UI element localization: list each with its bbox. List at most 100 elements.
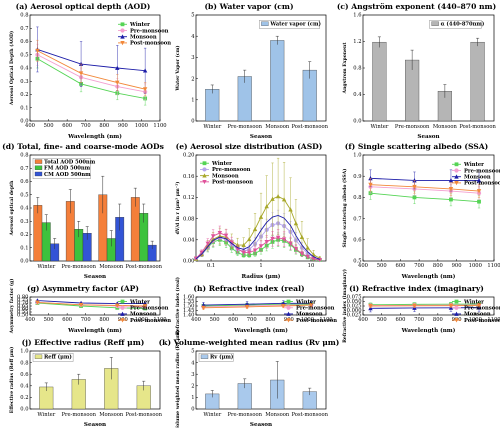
legend-label: Post-monsoon bbox=[212, 180, 253, 186]
legend-label: Winter bbox=[129, 22, 150, 28]
y-tick-label: 0 bbox=[191, 407, 194, 413]
x-tick-label: 500 bbox=[44, 123, 54, 129]
data-point bbox=[270, 196, 275, 201]
panel-title-g: (g) Asymmetry factor (AP) bbox=[27, 284, 139, 293]
y-tick-label: 0.1 bbox=[20, 245, 28, 251]
legend-marker bbox=[120, 28, 125, 33]
x-tick-label: 800 bbox=[99, 317, 109, 323]
legend-marker bbox=[120, 22, 125, 27]
series-line bbox=[203, 304, 312, 309]
y-axis-label-h: Refractive index (real) bbox=[174, 277, 181, 335]
panel-i: (i) Refractive index (imaginary)-0.0250.… bbox=[341, 269, 500, 343]
panel-a: (a) Aerosol optical depth (AOD) 0.0 0.1 0.2… bbox=[8, 2, 171, 140]
y-tick-label: 1.60 bbox=[183, 295, 195, 301]
y-tick-label: 1.45 bbox=[183, 308, 195, 314]
legend-marker bbox=[120, 299, 125, 304]
data-point bbox=[115, 80, 120, 85]
data-point bbox=[281, 237, 287, 242]
x-tick-label: 1100 bbox=[153, 317, 166, 323]
panel-title-b: (b) Water vapor (cm) bbox=[204, 2, 293, 11]
data-point bbox=[252, 226, 258, 232]
x-axis-label-j: Season bbox=[84, 422, 106, 428]
x-tick-label: Pre-monsoon bbox=[62, 264, 97, 270]
series-line bbox=[370, 307, 480, 309]
y-tick-label: 0.8 bbox=[20, 153, 28, 159]
y-tick-label: 0.5 bbox=[353, 259, 361, 265]
x-tick-label: Post-monsoon bbox=[291, 412, 328, 418]
y-tick-label: 1 bbox=[191, 98, 194, 104]
y-tick-label: 4 bbox=[191, 34, 195, 40]
x-tick-label: Post-monsoon bbox=[459, 124, 496, 130]
data-point bbox=[476, 189, 482, 194]
legend-label: Pre-monsoon bbox=[212, 167, 251, 173]
data-point bbox=[288, 207, 293, 212]
data-point bbox=[299, 234, 305, 240]
y-tick-label: 0.7 bbox=[20, 166, 28, 172]
bar bbox=[130, 197, 140, 262]
legend-label: Winter bbox=[463, 162, 484, 168]
legend-label: Monsoon bbox=[464, 312, 491, 318]
y-tick-label: 2 bbox=[191, 384, 194, 390]
series-line bbox=[203, 303, 312, 307]
legend-marker bbox=[286, 318, 291, 323]
x-tick-label: 1100 bbox=[153, 123, 166, 129]
x-tick-label: 500 bbox=[210, 317, 220, 323]
y-axis-label-k: Volume weighted mean radius (Rv μm) bbox=[174, 330, 181, 428]
panel-f: (f) Single scattering albedo (SSA) 0.5 0.6… bbox=[341, 142, 500, 280]
x-tick-label: 10 bbox=[308, 263, 315, 269]
x-tick-label: 700 bbox=[81, 123, 91, 129]
panel-title-d: (d) Total, fine- and coarse-mode AODs bbox=[2, 142, 164, 151]
legend-marker bbox=[454, 174, 459, 179]
series-line bbox=[370, 305, 480, 307]
bar bbox=[33, 205, 43, 262]
x-tick-label: Monsoon bbox=[99, 412, 124, 418]
legend-label: Pre-monsoon bbox=[130, 306, 169, 312]
x-tick-label: Winter bbox=[370, 124, 388, 130]
bar bbox=[237, 76, 252, 122]
legend-swatch bbox=[261, 21, 269, 26]
panel-title-c: (c) Angström exponent (440–870 nm) bbox=[337, 2, 496, 11]
panel-g: (g) Asymmetry factor (AP) 0.500.550.600.6… bbox=[8, 279, 171, 335]
x-tick-label: 400 bbox=[191, 317, 201, 323]
x-tick-label: 1000 bbox=[301, 317, 314, 323]
y-tick-label: 0.6 bbox=[20, 372, 28, 378]
x-tick-label: 1000 bbox=[469, 263, 482, 269]
x-tick-label: Post-monsoon bbox=[125, 264, 162, 270]
y-axis-label-c: Angstrom Exponent bbox=[342, 42, 348, 95]
x-axis-label-e: Radius (μm) bbox=[242, 273, 281, 280]
x-tick-label: Monsoon bbox=[265, 124, 290, 130]
y-tick-label: 0.60 bbox=[17, 307, 29, 313]
legend-label: Monsoon bbox=[130, 35, 157, 41]
x-tick-label: 1000 bbox=[135, 123, 148, 129]
data-point bbox=[142, 68, 148, 73]
data-point bbox=[368, 182, 373, 187]
y-tick-label: 0.0 bbox=[353, 119, 361, 125]
data-point bbox=[244, 305, 250, 310]
y-tick-label: 0.00 bbox=[183, 259, 195, 265]
x-tick-label: 900 bbox=[118, 123, 128, 129]
data-point bbox=[229, 240, 234, 245]
data-point bbox=[142, 87, 148, 92]
data-point bbox=[78, 302, 84, 308]
y-tick-label: 0.5 bbox=[20, 52, 28, 58]
legend-label: Pre-monsoon bbox=[296, 306, 335, 312]
legend-marker bbox=[202, 179, 207, 185]
panel-title-e: (e) Aerosol size distribution (ASD) bbox=[176, 142, 323, 151]
x-tick-label: 900 bbox=[452, 263, 462, 269]
y-tick-label: 0.4 bbox=[20, 66, 29, 72]
x-tick-label: Winter bbox=[203, 412, 221, 418]
x-tick-label: 500 bbox=[44, 317, 54, 323]
data-point bbox=[35, 300, 40, 305]
x-tick-label: 1100 bbox=[487, 317, 500, 323]
x-tick-label: 600 bbox=[62, 123, 72, 129]
y-tick-label: 0.16 bbox=[183, 174, 195, 180]
y-tick-label: 0.08 bbox=[183, 216, 195, 222]
legend-label: FM AOD 500nm bbox=[44, 166, 91, 172]
x-tick-label: 1000 bbox=[135, 317, 148, 323]
legend-label: Pre-monsoon bbox=[464, 168, 500, 174]
y-tick-label: 1.40 bbox=[183, 313, 195, 319]
x-tick-label: Monsoon bbox=[433, 124, 458, 130]
panel-h: (h) Refractive index (real)1.401.451.501… bbox=[174, 277, 337, 335]
legend-swatch bbox=[34, 165, 43, 170]
